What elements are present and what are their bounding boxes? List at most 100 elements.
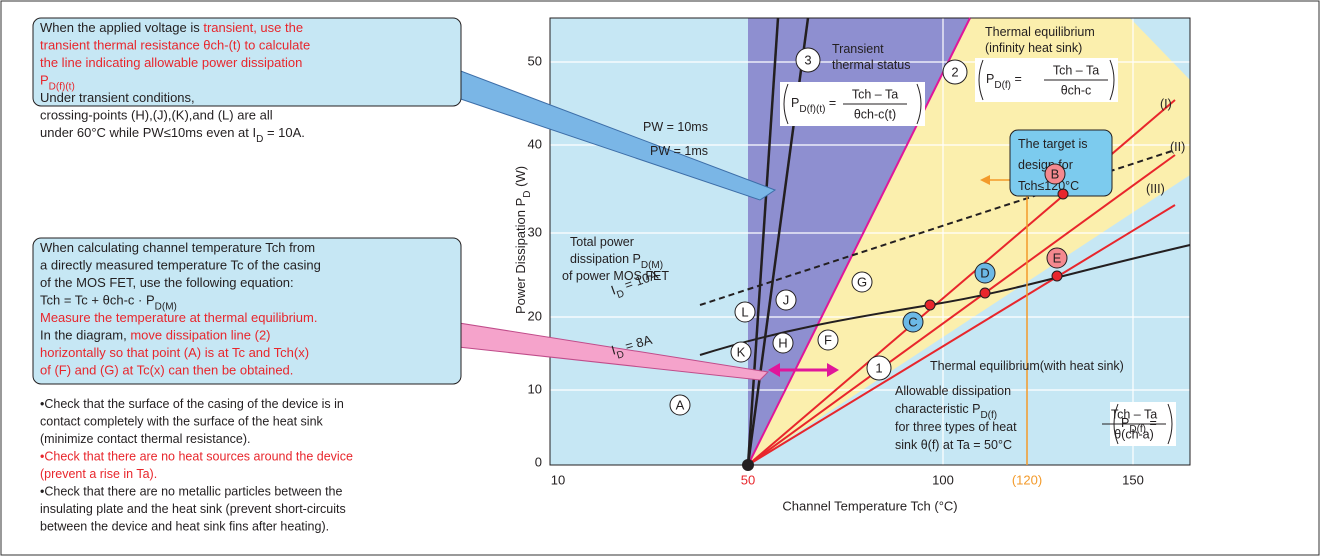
circled-marker bbox=[734, 301, 756, 323]
x-tick-label: 100 bbox=[932, 472, 954, 487]
id-10a-line bbox=[699, 149, 1176, 306]
text-run: (II) bbox=[1170, 140, 1185, 154]
note-line: horizontally so that point (A) is at Tc … bbox=[40, 345, 309, 360]
note-line: Under transient conditions, bbox=[40, 90, 195, 105]
paren bbox=[1109, 59, 1115, 101]
note-line: of (F) and (G) at Tc(x) can then be obta… bbox=[40, 363, 293, 378]
circled-marker bbox=[1046, 247, 1068, 269]
text-run: The target is bbox=[1018, 137, 1087, 151]
text-run: PW = 1ms bbox=[650, 144, 708, 158]
checklist-line: between the device and heat sink fins af… bbox=[40, 520, 329, 534]
checklist-line: (prevent a rise in Ta). bbox=[40, 467, 157, 481]
circled-marker bbox=[730, 341, 752, 363]
text-run: Tch = Tc + θch-c · P bbox=[40, 293, 155, 308]
chart-label: The target is bbox=[1018, 137, 1087, 151]
note-line: PD(f)(t) bbox=[40, 73, 75, 93]
y-tick-label: 20 bbox=[528, 308, 542, 323]
text-run: between the device and heat sink fins af… bbox=[40, 520, 329, 534]
x-tick-label: (120) bbox=[1012, 472, 1042, 487]
text-run: D(M) bbox=[641, 260, 663, 271]
circled-label: J bbox=[783, 292, 790, 307]
text-run: of (F) and (G) at Tc(x) can then be obta… bbox=[40, 363, 293, 378]
chart-label: (infinity heat sink) bbox=[985, 41, 1082, 55]
text-run: for three types of heat bbox=[895, 420, 1017, 434]
text-run: Total power bbox=[570, 235, 634, 249]
text-run: under 60°C while PW≤10ms even at I bbox=[40, 125, 256, 140]
shift-arrowhead bbox=[768, 363, 780, 377]
text-run: Thermal equilibrium(with heat sink) bbox=[930, 359, 1124, 373]
note-line: under 60°C while PW≤10ms even at ID = 10… bbox=[40, 125, 305, 145]
chart-label: (III) bbox=[1146, 182, 1165, 196]
text-run: contact completely with the surface of t… bbox=[40, 415, 324, 429]
circled-label: A bbox=[676, 397, 685, 412]
text-run: sink θ(f) at Ta = 50°C bbox=[895, 438, 1012, 452]
note-line: the line indicating allowable power diss… bbox=[40, 55, 302, 70]
checklist-line: contact completely with the surface of t… bbox=[40, 415, 324, 429]
text-run: (infinity heat sink) bbox=[985, 41, 1082, 55]
text-run: •Check that the surface of the casing of… bbox=[40, 397, 344, 411]
points bbox=[924, 188, 1069, 311]
circled-label: E bbox=[1053, 250, 1062, 265]
text-run: Transient bbox=[832, 42, 884, 56]
text-run: a directly measured temperature Tc of th… bbox=[40, 258, 321, 273]
text-run: PW = 10ms bbox=[643, 120, 708, 134]
text-run: D(f) bbox=[1129, 424, 1146, 435]
checklist-line: •Check that the surface of the casing of… bbox=[40, 397, 344, 411]
chart-label: of power MOS FET bbox=[562, 269, 669, 283]
text-run: dissipation P bbox=[570, 252, 641, 266]
text-run: D(f) bbox=[994, 80, 1011, 91]
paren bbox=[783, 83, 789, 125]
note-box bbox=[32, 17, 462, 107]
text-run: = 10A. bbox=[263, 125, 305, 140]
text-run: move dissipation line (2) bbox=[130, 328, 270, 343]
text-run: I bbox=[609, 283, 618, 298]
text-run: D(M) bbox=[155, 302, 177, 313]
chart-label: (I) bbox=[1160, 97, 1172, 111]
text-run: D(f) bbox=[980, 410, 997, 421]
chart-label: Allowable dissipation bbox=[895, 384, 1011, 398]
text-run: (W) bbox=[513, 166, 528, 191]
text-run: D bbox=[616, 349, 626, 362]
text-run: of power MOS FET bbox=[562, 269, 669, 283]
text-run: characteristic P bbox=[895, 402, 980, 416]
text-run: I bbox=[610, 343, 618, 358]
text-run: •Check that there are no heat sources ar… bbox=[40, 450, 353, 464]
text-run: transient, use the bbox=[203, 20, 303, 35]
circled-label: 2 bbox=[951, 64, 958, 79]
text-run: = bbox=[1011, 72, 1022, 86]
y-axis-title: Power Dissipation PD (W) bbox=[513, 166, 533, 314]
y-tick-label: 40 bbox=[528, 136, 542, 151]
text-run: Thermal equilibrium bbox=[985, 25, 1095, 39]
text-run: D(f)(t) bbox=[799, 104, 825, 115]
checklist-line: insulating plate and the heat sink (prev… bbox=[40, 502, 346, 516]
text-run: of the MOS FET, use the following equati… bbox=[40, 275, 294, 290]
text-run: D bbox=[256, 134, 263, 145]
circled-marker bbox=[795, 47, 821, 73]
paren bbox=[1167, 403, 1173, 445]
text-run: Allowable dissipation bbox=[895, 384, 1011, 398]
formula-lhs: PD(f)(t) = bbox=[791, 96, 836, 115]
text-run: crossing-points (H),(J),(K),and (L) are … bbox=[40, 108, 273, 123]
note-line: a directly measured temperature Tc of th… bbox=[40, 258, 321, 273]
circled-label: G bbox=[857, 274, 867, 289]
chart-label: Thermal equilibrium(with heat sink) bbox=[930, 359, 1124, 373]
x-tick-label: 50 bbox=[741, 472, 755, 487]
x-axis-title: Channel Temperature Tch (°C) bbox=[782, 498, 957, 513]
target-arrowhead bbox=[980, 175, 990, 185]
paren bbox=[978, 59, 984, 101]
circled-marker bbox=[942, 59, 968, 85]
circled-marker bbox=[902, 311, 924, 333]
text-run: In the diagram, bbox=[40, 328, 130, 343]
text-run: D bbox=[522, 190, 533, 197]
formula-num: Tch – Ta bbox=[852, 87, 898, 101]
chart-label: thermal status bbox=[832, 58, 911, 72]
circled-marker bbox=[866, 355, 892, 381]
note-line: In the diagram, move dissipation line (2… bbox=[40, 328, 271, 343]
paren bbox=[916, 83, 922, 125]
circled-marker bbox=[775, 289, 797, 311]
circled-marker bbox=[1044, 163, 1066, 185]
note-line: crossing-points (H),(J),(K),and (L) are … bbox=[40, 108, 273, 123]
pw-10ms-line bbox=[746, 17, 780, 466]
text-run: •Check that there are no metallic partic… bbox=[40, 485, 343, 499]
